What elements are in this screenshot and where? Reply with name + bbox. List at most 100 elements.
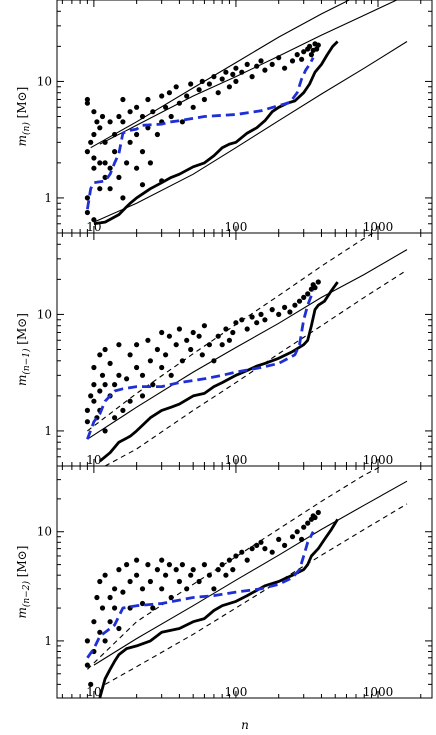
data-point — [116, 625, 122, 632]
data-point — [84, 407, 90, 413]
data-point — [315, 42, 321, 48]
data-point — [145, 337, 151, 343]
data-point — [112, 605, 118, 611]
data-point — [147, 160, 153, 166]
data-point — [276, 536, 282, 543]
data-point — [166, 562, 172, 568]
data-point — [196, 578, 202, 585]
data-point — [179, 358, 185, 364]
data-point — [233, 553, 239, 559]
data-point — [173, 84, 179, 90]
data-point — [116, 174, 122, 180]
data-point — [258, 311, 264, 317]
data-point — [168, 594, 174, 601]
data-point — [196, 333, 202, 339]
y-tick-label: 10 — [37, 307, 52, 321]
data-point — [134, 165, 140, 171]
data-point — [211, 586, 217, 592]
data-point — [84, 149, 90, 155]
data-point — [226, 84, 232, 90]
data-point — [102, 174, 108, 180]
data-point — [211, 358, 217, 364]
x-tick-label: 1000 — [363, 685, 394, 699]
data-point — [196, 87, 202, 93]
data-point — [254, 320, 260, 326]
data-point — [215, 90, 221, 96]
data-point — [139, 393, 146, 399]
data-point — [112, 382, 118, 388]
data-point — [107, 619, 113, 625]
data-point — [305, 291, 311, 297]
data-point — [219, 562, 225, 568]
data-point — [94, 594, 100, 601]
data-point — [282, 65, 288, 71]
blue-dashed-line — [86, 57, 315, 210]
data-point — [88, 393, 94, 399]
data-point — [112, 149, 118, 155]
data-point — [233, 320, 239, 326]
data-point — [206, 81, 212, 87]
data-point — [84, 96, 90, 103]
data-point — [127, 109, 133, 115]
data-point — [294, 529, 300, 535]
data-point — [262, 546, 268, 552]
plot-area — [84, 0, 408, 226]
data-point — [201, 323, 207, 329]
model-dashed-line-1 — [87, 466, 384, 670]
data-point — [154, 567, 160, 573]
data-point — [219, 342, 225, 348]
data-point — [102, 139, 108, 145]
data-point — [269, 307, 275, 313]
y-tick-label: 1 — [44, 634, 52, 648]
data-point — [147, 578, 153, 585]
data-point — [91, 217, 97, 223]
blue-dashed-line — [86, 290, 315, 440]
data-point — [120, 589, 126, 595]
data-point — [176, 326, 182, 332]
data-point — [282, 304, 288, 310]
data-point — [91, 382, 97, 388]
data-point — [258, 58, 264, 64]
data-point — [168, 113, 174, 120]
data-point — [289, 534, 296, 540]
data-point — [230, 71, 236, 77]
data-point — [312, 514, 318, 521]
y-tick-label: 10 — [37, 74, 52, 88]
data-point — [314, 46, 320, 52]
data-point — [84, 209, 90, 216]
data-point — [305, 520, 311, 526]
data-point — [163, 104, 169, 110]
data-point — [107, 360, 113, 366]
data-point — [102, 160, 108, 166]
data-point — [134, 342, 140, 348]
data-point — [145, 96, 151, 103]
data-point — [134, 131, 140, 138]
model-line-1 — [93, 480, 408, 666]
data-point — [244, 326, 250, 332]
data-point — [99, 605, 106, 611]
model-line-1 — [87, 249, 408, 440]
data-point — [139, 600, 146, 607]
data-point — [97, 629, 103, 635]
data-point — [112, 586, 118, 592]
data-point — [84, 638, 90, 644]
data-point — [99, 372, 106, 378]
data-point — [282, 542, 288, 549]
x-tick-label: 10 — [86, 220, 101, 234]
data-point — [188, 346, 194, 353]
data-point — [88, 139, 94, 145]
data-point — [179, 562, 185, 568]
x-tick-label: 100 — [224, 220, 247, 234]
data-point — [269, 61, 275, 67]
data-point — [120, 119, 126, 125]
panel-middle: 10 100 1000 1 10 m(n−1) [M⊙] — [15, 232, 433, 467]
data-point — [163, 572, 169, 578]
data-point — [201, 96, 207, 103]
data-point — [173, 567, 179, 573]
data-point — [154, 346, 160, 353]
plot-area — [84, 233, 408, 466]
x-tick-label: 100 — [224, 453, 247, 467]
data-point — [91, 398, 97, 404]
data-point — [84, 662, 90, 668]
data-point — [127, 578, 133, 585]
